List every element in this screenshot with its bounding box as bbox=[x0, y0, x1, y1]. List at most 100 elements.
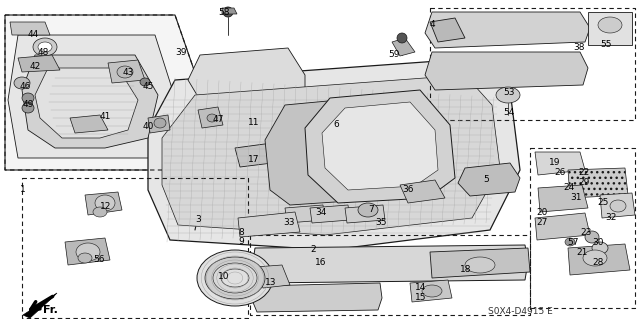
Text: 28: 28 bbox=[592, 258, 604, 267]
Text: 21: 21 bbox=[576, 248, 588, 257]
Polygon shape bbox=[252, 283, 382, 312]
Text: 45: 45 bbox=[143, 82, 154, 91]
Polygon shape bbox=[252, 245, 528, 283]
Text: 54: 54 bbox=[503, 108, 515, 117]
Text: 29: 29 bbox=[578, 178, 589, 187]
Text: 26: 26 bbox=[554, 168, 565, 177]
Text: 20: 20 bbox=[536, 208, 547, 217]
Text: 49: 49 bbox=[23, 100, 35, 109]
Polygon shape bbox=[162, 75, 500, 235]
Ellipse shape bbox=[397, 33, 407, 43]
Text: 25: 25 bbox=[597, 198, 609, 207]
Text: 8: 8 bbox=[238, 228, 244, 237]
Text: 31: 31 bbox=[570, 193, 582, 202]
Polygon shape bbox=[425, 52, 588, 90]
Text: 33: 33 bbox=[283, 218, 294, 227]
Polygon shape bbox=[535, 213, 590, 240]
Polygon shape bbox=[345, 205, 385, 223]
Polygon shape bbox=[23, 293, 57, 318]
Ellipse shape bbox=[585, 231, 599, 243]
Text: 38: 38 bbox=[573, 43, 584, 52]
Text: 43: 43 bbox=[123, 68, 134, 77]
Polygon shape bbox=[85, 192, 122, 215]
Text: 4: 4 bbox=[430, 20, 436, 29]
Text: S0X4-D4915 E: S0X4-D4915 E bbox=[488, 308, 553, 316]
Text: 39: 39 bbox=[175, 48, 186, 57]
Polygon shape bbox=[238, 212, 300, 237]
Polygon shape bbox=[410, 280, 452, 302]
Text: 10: 10 bbox=[218, 272, 230, 281]
Text: 14: 14 bbox=[415, 283, 426, 292]
Polygon shape bbox=[148, 58, 520, 250]
Polygon shape bbox=[285, 205, 325, 223]
Polygon shape bbox=[22, 55, 158, 148]
Text: 41: 41 bbox=[100, 112, 111, 121]
Ellipse shape bbox=[207, 114, 217, 122]
Text: 42: 42 bbox=[30, 62, 41, 71]
Polygon shape bbox=[535, 152, 585, 175]
Text: 44: 44 bbox=[28, 30, 39, 39]
Ellipse shape bbox=[154, 118, 166, 128]
Polygon shape bbox=[600, 193, 635, 218]
Text: 58: 58 bbox=[218, 8, 230, 17]
Text: 48: 48 bbox=[38, 48, 49, 57]
Text: 34: 34 bbox=[315, 208, 326, 217]
Polygon shape bbox=[8, 35, 190, 158]
Text: 47: 47 bbox=[213, 115, 225, 124]
Text: 57: 57 bbox=[567, 238, 579, 247]
Text: 32: 32 bbox=[605, 213, 616, 222]
Text: 24: 24 bbox=[563, 183, 574, 192]
Text: 36: 36 bbox=[402, 185, 413, 194]
Text: 19: 19 bbox=[549, 158, 561, 167]
Polygon shape bbox=[222, 8, 237, 14]
Polygon shape bbox=[322, 102, 438, 190]
Ellipse shape bbox=[565, 238, 575, 246]
Ellipse shape bbox=[76, 243, 100, 261]
Ellipse shape bbox=[610, 200, 626, 212]
Ellipse shape bbox=[78, 253, 92, 263]
Ellipse shape bbox=[93, 207, 107, 217]
Polygon shape bbox=[5, 15, 220, 170]
Text: 5: 5 bbox=[483, 175, 489, 184]
Polygon shape bbox=[265, 98, 385, 205]
Polygon shape bbox=[430, 248, 530, 278]
Text: 53: 53 bbox=[503, 88, 515, 97]
Ellipse shape bbox=[22, 93, 34, 103]
Text: 59: 59 bbox=[388, 50, 399, 59]
Text: 46: 46 bbox=[20, 82, 31, 91]
Ellipse shape bbox=[205, 257, 265, 299]
Ellipse shape bbox=[221, 269, 249, 287]
Polygon shape bbox=[538, 185, 588, 212]
Polygon shape bbox=[458, 163, 520, 196]
Text: 2: 2 bbox=[310, 245, 316, 254]
Text: 55: 55 bbox=[600, 40, 611, 49]
Text: 9: 9 bbox=[238, 237, 244, 246]
Text: 12: 12 bbox=[100, 202, 111, 211]
Polygon shape bbox=[425, 12, 590, 48]
Ellipse shape bbox=[223, 7, 233, 17]
Polygon shape bbox=[148, 115, 170, 133]
Polygon shape bbox=[588, 12, 632, 45]
Ellipse shape bbox=[33, 38, 57, 56]
Polygon shape bbox=[10, 22, 50, 35]
Ellipse shape bbox=[38, 42, 52, 52]
Polygon shape bbox=[235, 143, 280, 167]
Ellipse shape bbox=[14, 77, 30, 89]
Text: 13: 13 bbox=[265, 278, 276, 287]
Text: 15: 15 bbox=[415, 293, 426, 302]
Polygon shape bbox=[65, 238, 110, 265]
Ellipse shape bbox=[583, 250, 607, 266]
Text: 22: 22 bbox=[578, 168, 589, 177]
Polygon shape bbox=[255, 265, 290, 288]
Polygon shape bbox=[70, 115, 108, 133]
Polygon shape bbox=[392, 38, 415, 56]
Polygon shape bbox=[198, 107, 223, 128]
Text: 16: 16 bbox=[315, 258, 326, 267]
Text: Fr.: Fr. bbox=[43, 305, 58, 315]
Text: 18: 18 bbox=[460, 265, 472, 274]
Text: 30: 30 bbox=[592, 238, 604, 247]
Polygon shape bbox=[188, 48, 305, 100]
Ellipse shape bbox=[197, 250, 273, 306]
Text: 11: 11 bbox=[248, 118, 259, 127]
Polygon shape bbox=[310, 205, 350, 223]
